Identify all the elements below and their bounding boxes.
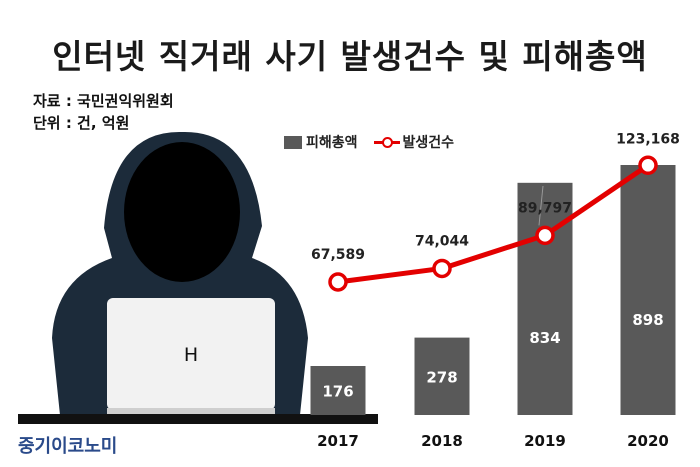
x-tick-label: 2019: [524, 432, 566, 450]
bar-value-label: 898: [632, 311, 663, 329]
x-tick-label: 2018: [421, 432, 463, 450]
source-note: 자료 : 국민권익위원회: [33, 92, 174, 110]
unit-note: 단위 : 건, 억원: [33, 114, 130, 132]
x-tick-label: 2017: [317, 432, 359, 450]
bar-value-label: 834: [529, 329, 560, 347]
line-point-2019: [535, 225, 555, 246]
label-leader-line: [538, 185, 544, 226]
x-tick-label: 2020: [627, 432, 669, 450]
legend: 피해총액 발생건수: [284, 132, 454, 152]
legend-line-label: 발생건수: [402, 135, 455, 151]
line-series-path: [337, 163, 650, 285]
laptop-icon: H: [107, 298, 275, 415]
line-point-2017: [328, 272, 348, 292]
bar-2017: [310, 366, 366, 415]
bar-2019: [517, 182, 573, 415]
bar-value-label: 176: [322, 383, 353, 401]
line-value-label: 74,044: [415, 233, 469, 249]
brand-logo: 중기이코노미: [18, 436, 118, 457]
bar-2020: [620, 165, 676, 415]
legend-bar-label: 피해총액: [306, 135, 358, 151]
legend-line-swatch: [373, 136, 400, 149]
bar-2018: [414, 337, 470, 415]
line-value-label: 89,797: [518, 200, 572, 216]
line-point-2018: [432, 258, 452, 279]
legend-bar-swatch: [284, 135, 302, 149]
chart-title: 인터넷 직거래 사기 발생건수 및 피해총액: [52, 37, 648, 76]
line-point-2020: [638, 155, 658, 176]
bar-value-label: 278: [426, 368, 457, 386]
line-value-label: 67,589: [311, 247, 365, 263]
line-value-label: 123,168: [616, 131, 680, 147]
desk-line: [18, 414, 378, 424]
laptop-logo-letter: H: [184, 344, 198, 366]
